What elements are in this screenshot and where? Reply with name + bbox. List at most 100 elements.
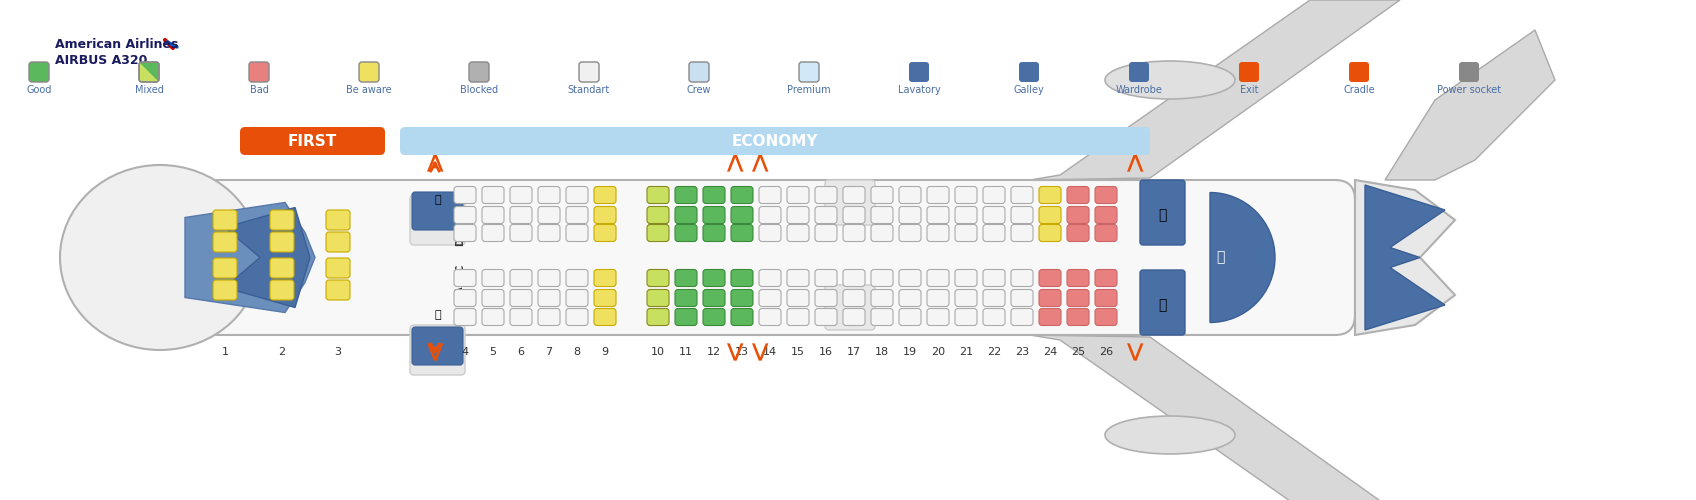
- FancyBboxPatch shape: [538, 270, 560, 286]
- FancyBboxPatch shape: [704, 186, 724, 204]
- FancyBboxPatch shape: [1040, 224, 1062, 242]
- FancyBboxPatch shape: [241, 127, 385, 155]
- Text: 25: 25: [1070, 347, 1085, 357]
- FancyBboxPatch shape: [412, 327, 463, 365]
- Text: 7: 7: [546, 347, 553, 357]
- Text: ⋀: ⋀: [1126, 154, 1143, 172]
- FancyBboxPatch shape: [872, 270, 894, 286]
- FancyBboxPatch shape: [909, 62, 929, 82]
- FancyBboxPatch shape: [1140, 180, 1186, 245]
- FancyBboxPatch shape: [787, 186, 809, 204]
- FancyBboxPatch shape: [928, 224, 950, 242]
- FancyBboxPatch shape: [646, 186, 668, 204]
- FancyBboxPatch shape: [326, 258, 349, 278]
- Text: F: F: [465, 192, 475, 198]
- FancyBboxPatch shape: [538, 290, 560, 306]
- FancyBboxPatch shape: [731, 270, 753, 286]
- FancyBboxPatch shape: [594, 290, 616, 306]
- FancyBboxPatch shape: [1011, 270, 1033, 286]
- FancyBboxPatch shape: [899, 308, 921, 326]
- FancyBboxPatch shape: [594, 224, 616, 242]
- Text: B: B: [465, 294, 475, 302]
- FancyBboxPatch shape: [787, 290, 809, 306]
- Text: F: F: [455, 216, 465, 224]
- FancyBboxPatch shape: [955, 186, 977, 204]
- FancyBboxPatch shape: [646, 290, 668, 306]
- Polygon shape: [1029, 0, 1399, 180]
- FancyBboxPatch shape: [984, 270, 1006, 286]
- Text: 8: 8: [573, 347, 580, 357]
- FancyBboxPatch shape: [566, 206, 589, 224]
- Text: ⋁: ⋁: [751, 342, 768, 361]
- FancyBboxPatch shape: [249, 62, 270, 82]
- FancyBboxPatch shape: [270, 232, 293, 252]
- FancyBboxPatch shape: [899, 270, 921, 286]
- FancyBboxPatch shape: [326, 280, 349, 300]
- FancyBboxPatch shape: [566, 186, 589, 204]
- FancyBboxPatch shape: [594, 186, 616, 204]
- Text: 17: 17: [846, 347, 862, 357]
- Text: ⋀: ⋀: [751, 154, 768, 172]
- FancyBboxPatch shape: [1096, 270, 1118, 286]
- FancyBboxPatch shape: [843, 186, 865, 204]
- FancyBboxPatch shape: [731, 308, 753, 326]
- Text: Crew: Crew: [687, 85, 711, 95]
- FancyBboxPatch shape: [843, 270, 865, 286]
- FancyBboxPatch shape: [816, 206, 838, 224]
- FancyBboxPatch shape: [872, 186, 894, 204]
- Text: Good: Good: [27, 85, 51, 95]
- Text: Cradle: Cradle: [1343, 85, 1375, 95]
- FancyBboxPatch shape: [455, 308, 477, 326]
- FancyBboxPatch shape: [1348, 62, 1369, 82]
- Text: D: D: [455, 238, 465, 246]
- Text: 3: 3: [334, 347, 341, 357]
- FancyBboxPatch shape: [760, 290, 780, 306]
- FancyBboxPatch shape: [824, 180, 875, 225]
- FancyBboxPatch shape: [1240, 62, 1258, 82]
- Ellipse shape: [1106, 61, 1235, 99]
- FancyBboxPatch shape: [872, 224, 894, 242]
- FancyBboxPatch shape: [538, 308, 560, 326]
- Text: American Airlines: American Airlines: [54, 38, 178, 52]
- Text: E: E: [465, 212, 475, 218]
- FancyBboxPatch shape: [538, 224, 560, 242]
- FancyBboxPatch shape: [760, 270, 780, 286]
- FancyBboxPatch shape: [955, 308, 977, 326]
- FancyBboxPatch shape: [1040, 270, 1062, 286]
- Wedge shape: [1209, 192, 1275, 322]
- FancyBboxPatch shape: [1011, 224, 1033, 242]
- FancyBboxPatch shape: [824, 285, 875, 330]
- FancyBboxPatch shape: [899, 224, 921, 242]
- Text: C: C: [455, 264, 465, 272]
- FancyBboxPatch shape: [787, 206, 809, 224]
- FancyBboxPatch shape: [214, 210, 237, 230]
- FancyBboxPatch shape: [646, 308, 668, 326]
- Polygon shape: [1355, 180, 1455, 335]
- FancyBboxPatch shape: [899, 206, 921, 224]
- Text: 6: 6: [517, 347, 524, 357]
- FancyBboxPatch shape: [594, 206, 616, 224]
- FancyBboxPatch shape: [1096, 290, 1118, 306]
- FancyBboxPatch shape: [843, 206, 865, 224]
- FancyBboxPatch shape: [594, 308, 616, 326]
- Text: 19: 19: [902, 347, 918, 357]
- Text: 5: 5: [490, 347, 497, 357]
- Text: ECONOMY: ECONOMY: [731, 134, 817, 148]
- FancyBboxPatch shape: [760, 224, 780, 242]
- FancyBboxPatch shape: [955, 224, 977, 242]
- FancyBboxPatch shape: [787, 308, 809, 326]
- FancyBboxPatch shape: [1011, 290, 1033, 306]
- Text: 15: 15: [790, 347, 806, 357]
- FancyBboxPatch shape: [214, 258, 237, 278]
- FancyBboxPatch shape: [731, 206, 753, 224]
- FancyBboxPatch shape: [455, 270, 477, 286]
- FancyBboxPatch shape: [646, 206, 668, 224]
- FancyBboxPatch shape: [760, 186, 780, 204]
- FancyBboxPatch shape: [566, 224, 589, 242]
- Text: ⋁: ⋁: [728, 342, 743, 361]
- FancyBboxPatch shape: [29, 62, 49, 82]
- FancyBboxPatch shape: [482, 270, 504, 286]
- FancyBboxPatch shape: [510, 224, 533, 242]
- FancyBboxPatch shape: [326, 232, 349, 252]
- Text: 11: 11: [678, 347, 694, 357]
